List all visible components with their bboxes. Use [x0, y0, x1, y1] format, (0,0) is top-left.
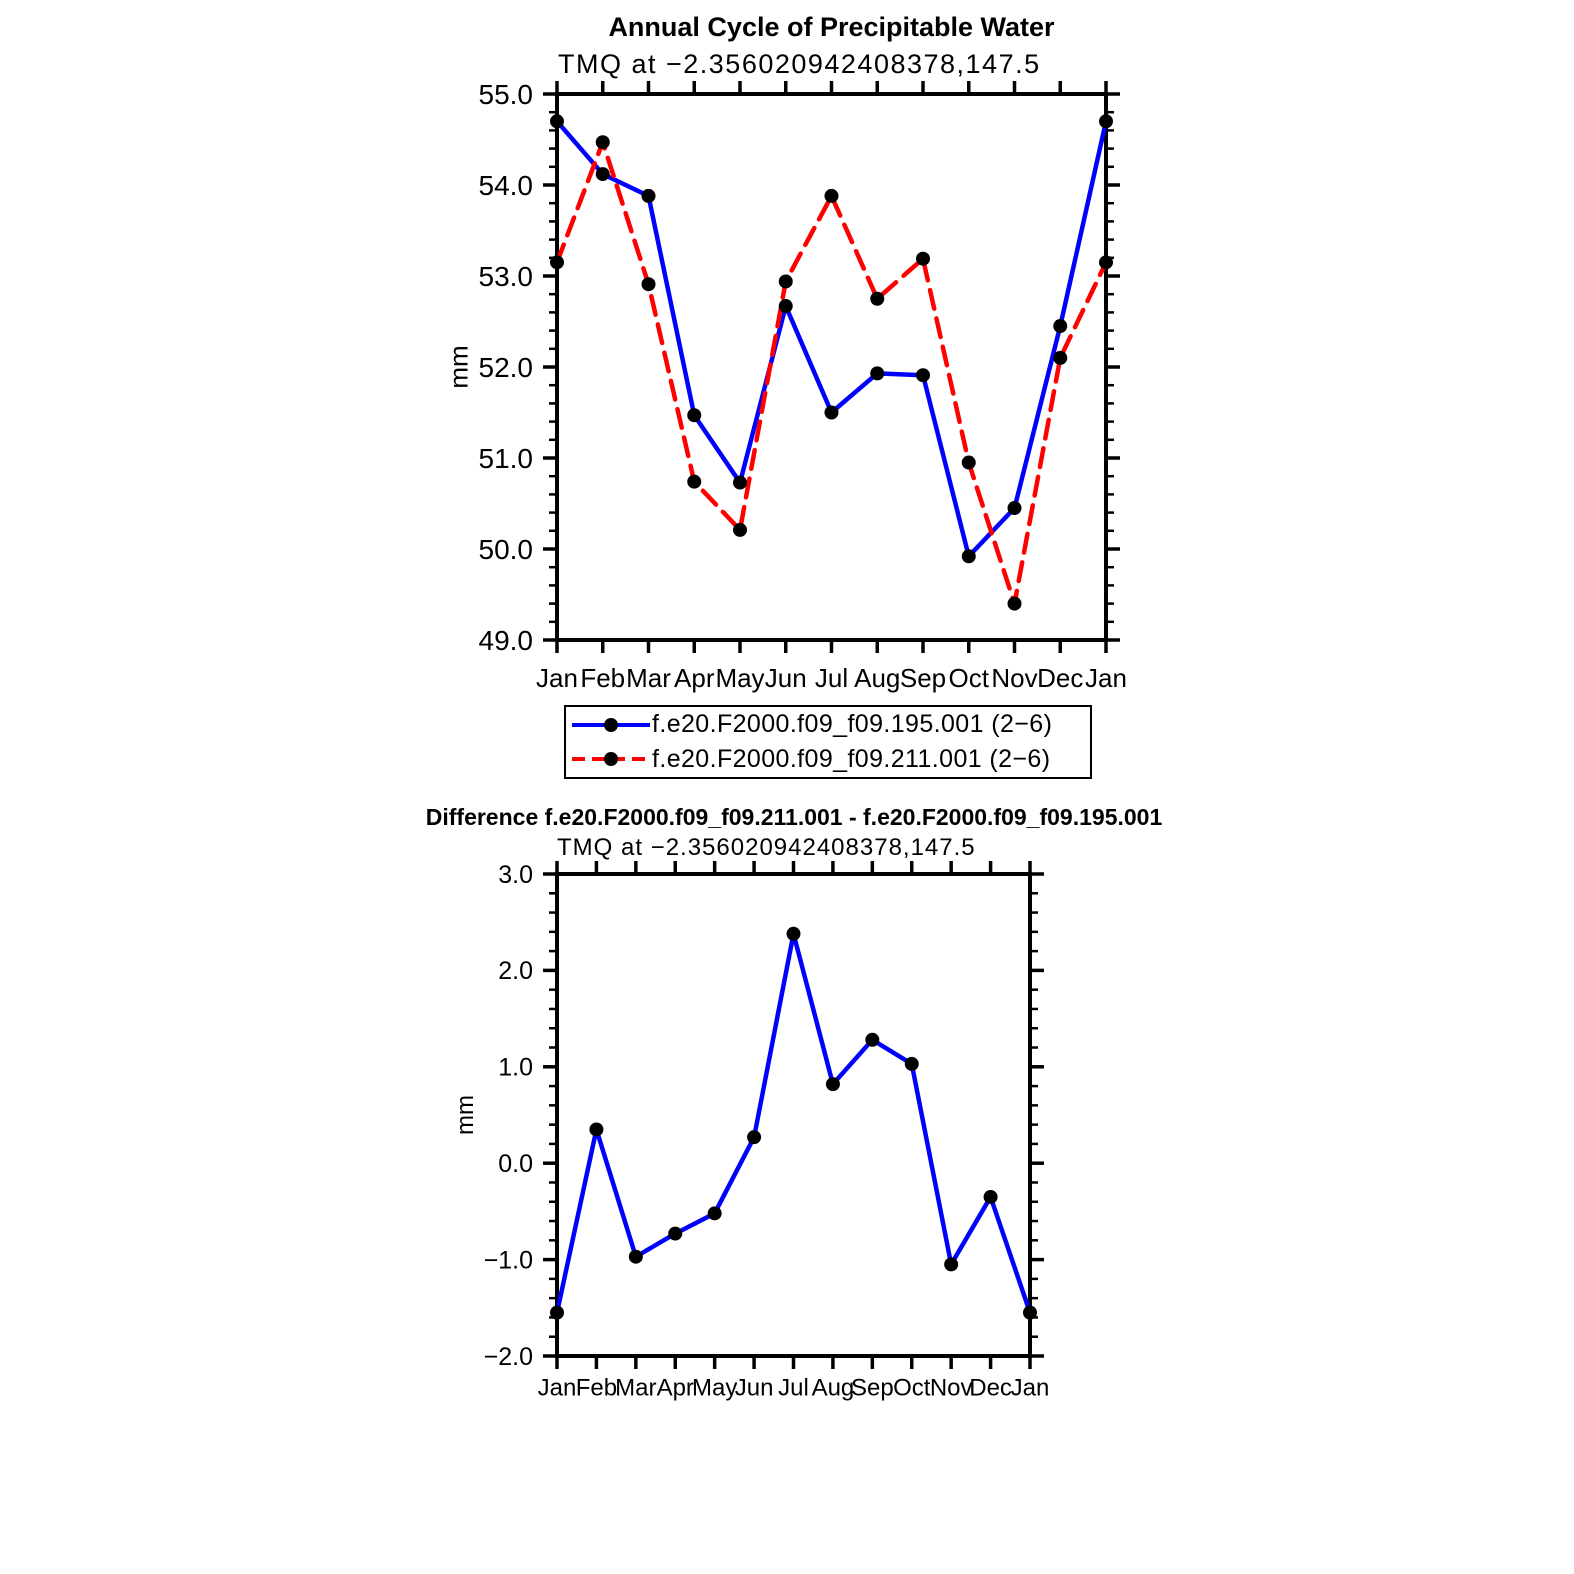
chart-0-series-1-data-point	[550, 255, 564, 270]
chart-0-x-tick-label: Sep	[900, 663, 946, 693]
chart-0-series-1-data-point	[961, 455, 976, 470]
chart-0-frame	[555, 92, 1108, 642]
chart-1-x-tick-label: Oct	[893, 1374, 931, 1401]
chart-0-series-1-data-point	[870, 291, 885, 306]
chart-0-series-0-data-point	[870, 366, 885, 381]
chart-0-y-tick-label: 54.0	[479, 170, 534, 201]
chart-0-series-0-data-point	[550, 114, 564, 129]
legend-label-195: f.e20.F2000.f09_f09.195.001 (2−6)	[652, 710, 1053, 739]
chart-0-series-1-data-point	[916, 251, 930, 266]
chart-1-series-0-data-point	[668, 1226, 683, 1241]
chart-1-series-0-data-point	[825, 1077, 840, 1092]
chart-1-series-0-data-point	[628, 1249, 643, 1264]
chart-0-series-1-data-point	[1053, 350, 1068, 365]
chart-1-x-tick-label: Jan	[1011, 1374, 1050, 1401]
chart-0-y-tick-label: 55.0	[479, 79, 534, 110]
chart-1-x-tick-label: May	[692, 1374, 737, 1401]
chart-0-series-0-data-point	[1099, 114, 1113, 129]
chart-0-x-tick-label: Dec	[1037, 663, 1083, 693]
chart-0-y-tick-label: 50.0	[479, 534, 534, 565]
chart-0-series-1-data-point	[733, 522, 747, 537]
chart-0-series-1-data-point	[824, 188, 839, 203]
chart-0-series-0-data-point	[687, 408, 702, 423]
chart-1-series-0-data-point	[944, 1257, 959, 1272]
chart-0-series-1-data-point	[641, 277, 656, 292]
chart-1-series-0-data-point	[786, 926, 801, 941]
legend: f.e20.F2000.f09_f09.195.001 (2−6) f.e20.…	[564, 705, 1092, 779]
chart-0-series-0-data-point	[824, 405, 839, 420]
chart-0-series-0-data-point	[641, 188, 656, 203]
chart-1-series-0-data-point	[747, 1130, 762, 1145]
chart-1-series-0-data-point	[865, 1032, 880, 1047]
chart-0-x-tick-label: May	[715, 663, 764, 693]
chart-1-x-tick-label: Mar	[615, 1374, 656, 1401]
chart-0-x-tick-label: Jan	[536, 663, 578, 693]
chart-0-y-tick-label: 49.0	[479, 625, 534, 656]
chart-0-series-1-data-point	[595, 135, 610, 150]
legend-sample-line-211	[572, 752, 650, 767]
chart-0-x-tick-label: Oct	[949, 663, 990, 693]
chart-1-y-tick-label: −2.0	[484, 1343, 533, 1371]
chart-1-series-0-data-point	[1023, 1305, 1037, 1320]
chart-1-x-tick-label: Nov	[930, 1374, 973, 1401]
chart-0-y-tick-label: 53.0	[479, 261, 534, 292]
chart-0-x-tick-label: Jul	[815, 663, 848, 693]
legend-sample-marker	[604, 717, 618, 732]
chart-1-x-tick-label: Feb	[576, 1374, 617, 1401]
legend-label-211: f.e20.F2000.f09_f09.211.001 (2−6)	[652, 744, 1051, 773]
chart-0-y-tick-label: 52.0	[479, 352, 534, 383]
chart-1-y-tick-label: 1.0	[498, 1054, 533, 1082]
chart-1-x-tick-label: Dec	[969, 1374, 1012, 1401]
top-chart-title: Annual Cycle of Precipitable Water	[608, 12, 1055, 42]
chart-0-series-0-data-point	[916, 368, 930, 383]
chart-1-y-tick-label: 0.0	[498, 1150, 533, 1178]
legend-item-195: f.e20.F2000.f09_f09.195.001 (2−6)	[566, 708, 1090, 741]
chart-0-series-1-data-point	[778, 274, 793, 289]
chart-1-series-0-data-point	[707, 1206, 722, 1221]
chart-1-series-0-data-point	[983, 1189, 998, 1204]
chart-1-x-tick-label: Jun	[735, 1374, 774, 1401]
chart-0-series-1-data-point	[687, 474, 702, 489]
legend-item-211: f.e20.F2000.f09_f09.211.001 (2−6)	[566, 743, 1090, 776]
chart-1-x-tick-label: Jul	[778, 1374, 809, 1401]
legend-sample-line-195	[572, 717, 650, 732]
chart-0-series-0-data-point	[961, 549, 976, 564]
chart-1-x-tick-label: Apr	[657, 1374, 694, 1401]
chart-1-y-tick-label: 2.0	[498, 957, 533, 985]
chart-0-series-0-line	[554, 119, 1109, 559]
top-chart-subtitle: TMQ at −2.356020942408378,147.5	[558, 49, 1041, 79]
chart-0-x-tick-label: Apr	[674, 663, 715, 693]
chart-1-frame	[555, 872, 1032, 1358]
legend-sample-marker	[604, 752, 618, 767]
chart-0-series-1-data-point	[1099, 255, 1113, 270]
chart-0-series-0-data-point	[778, 299, 793, 314]
chart-1-x-tick-label: Aug	[812, 1374, 855, 1401]
chart-1-series-0-data-point	[550, 1305, 564, 1320]
chart-0-x-tick-label: Jun	[765, 663, 807, 693]
chart-1-series-0-data-point	[904, 1056, 919, 1071]
chart-1-y-tick-label: −1.0	[484, 1246, 533, 1274]
chart-0-x-tick-label: Jan	[1085, 663, 1127, 693]
chart-0-series-0-data-point	[1053, 319, 1068, 334]
chart-0-series-1-data-point	[1007, 596, 1022, 611]
chart-0-y-tick-label: 51.0	[479, 443, 534, 474]
chart-1-series-0-data-point	[589, 1122, 604, 1137]
chart-0-series-0-data-point	[1007, 501, 1022, 516]
chart-0-x-tick-label: Nov	[991, 663, 1037, 693]
difference-chart-subtitle: TMQ at −2.356020942408378,147.5	[557, 834, 976, 861]
chart-1-y-tick-label: 3.0	[498, 861, 533, 889]
chart-1-x-tick-label: Jan	[538, 1374, 577, 1401]
difference-chart-title: Difference f.e20.F2000.f09_f09.211.001 -…	[425, 804, 1163, 830]
chart-0-series-0-data-point	[733, 475, 747, 490]
chart-0-x-tick-label: Aug	[854, 663, 900, 693]
chart-1-series-0-line	[554, 931, 1033, 1315]
chart-0-x-tick-label: Mar	[626, 663, 671, 693]
chart-1-x-tick-label: Sep	[851, 1374, 894, 1401]
chart-0-series-1-line	[554, 139, 1109, 606]
chart-0-series-0-data-point	[595, 167, 610, 182]
chart-0-x-tick-label: Feb	[580, 663, 625, 693]
